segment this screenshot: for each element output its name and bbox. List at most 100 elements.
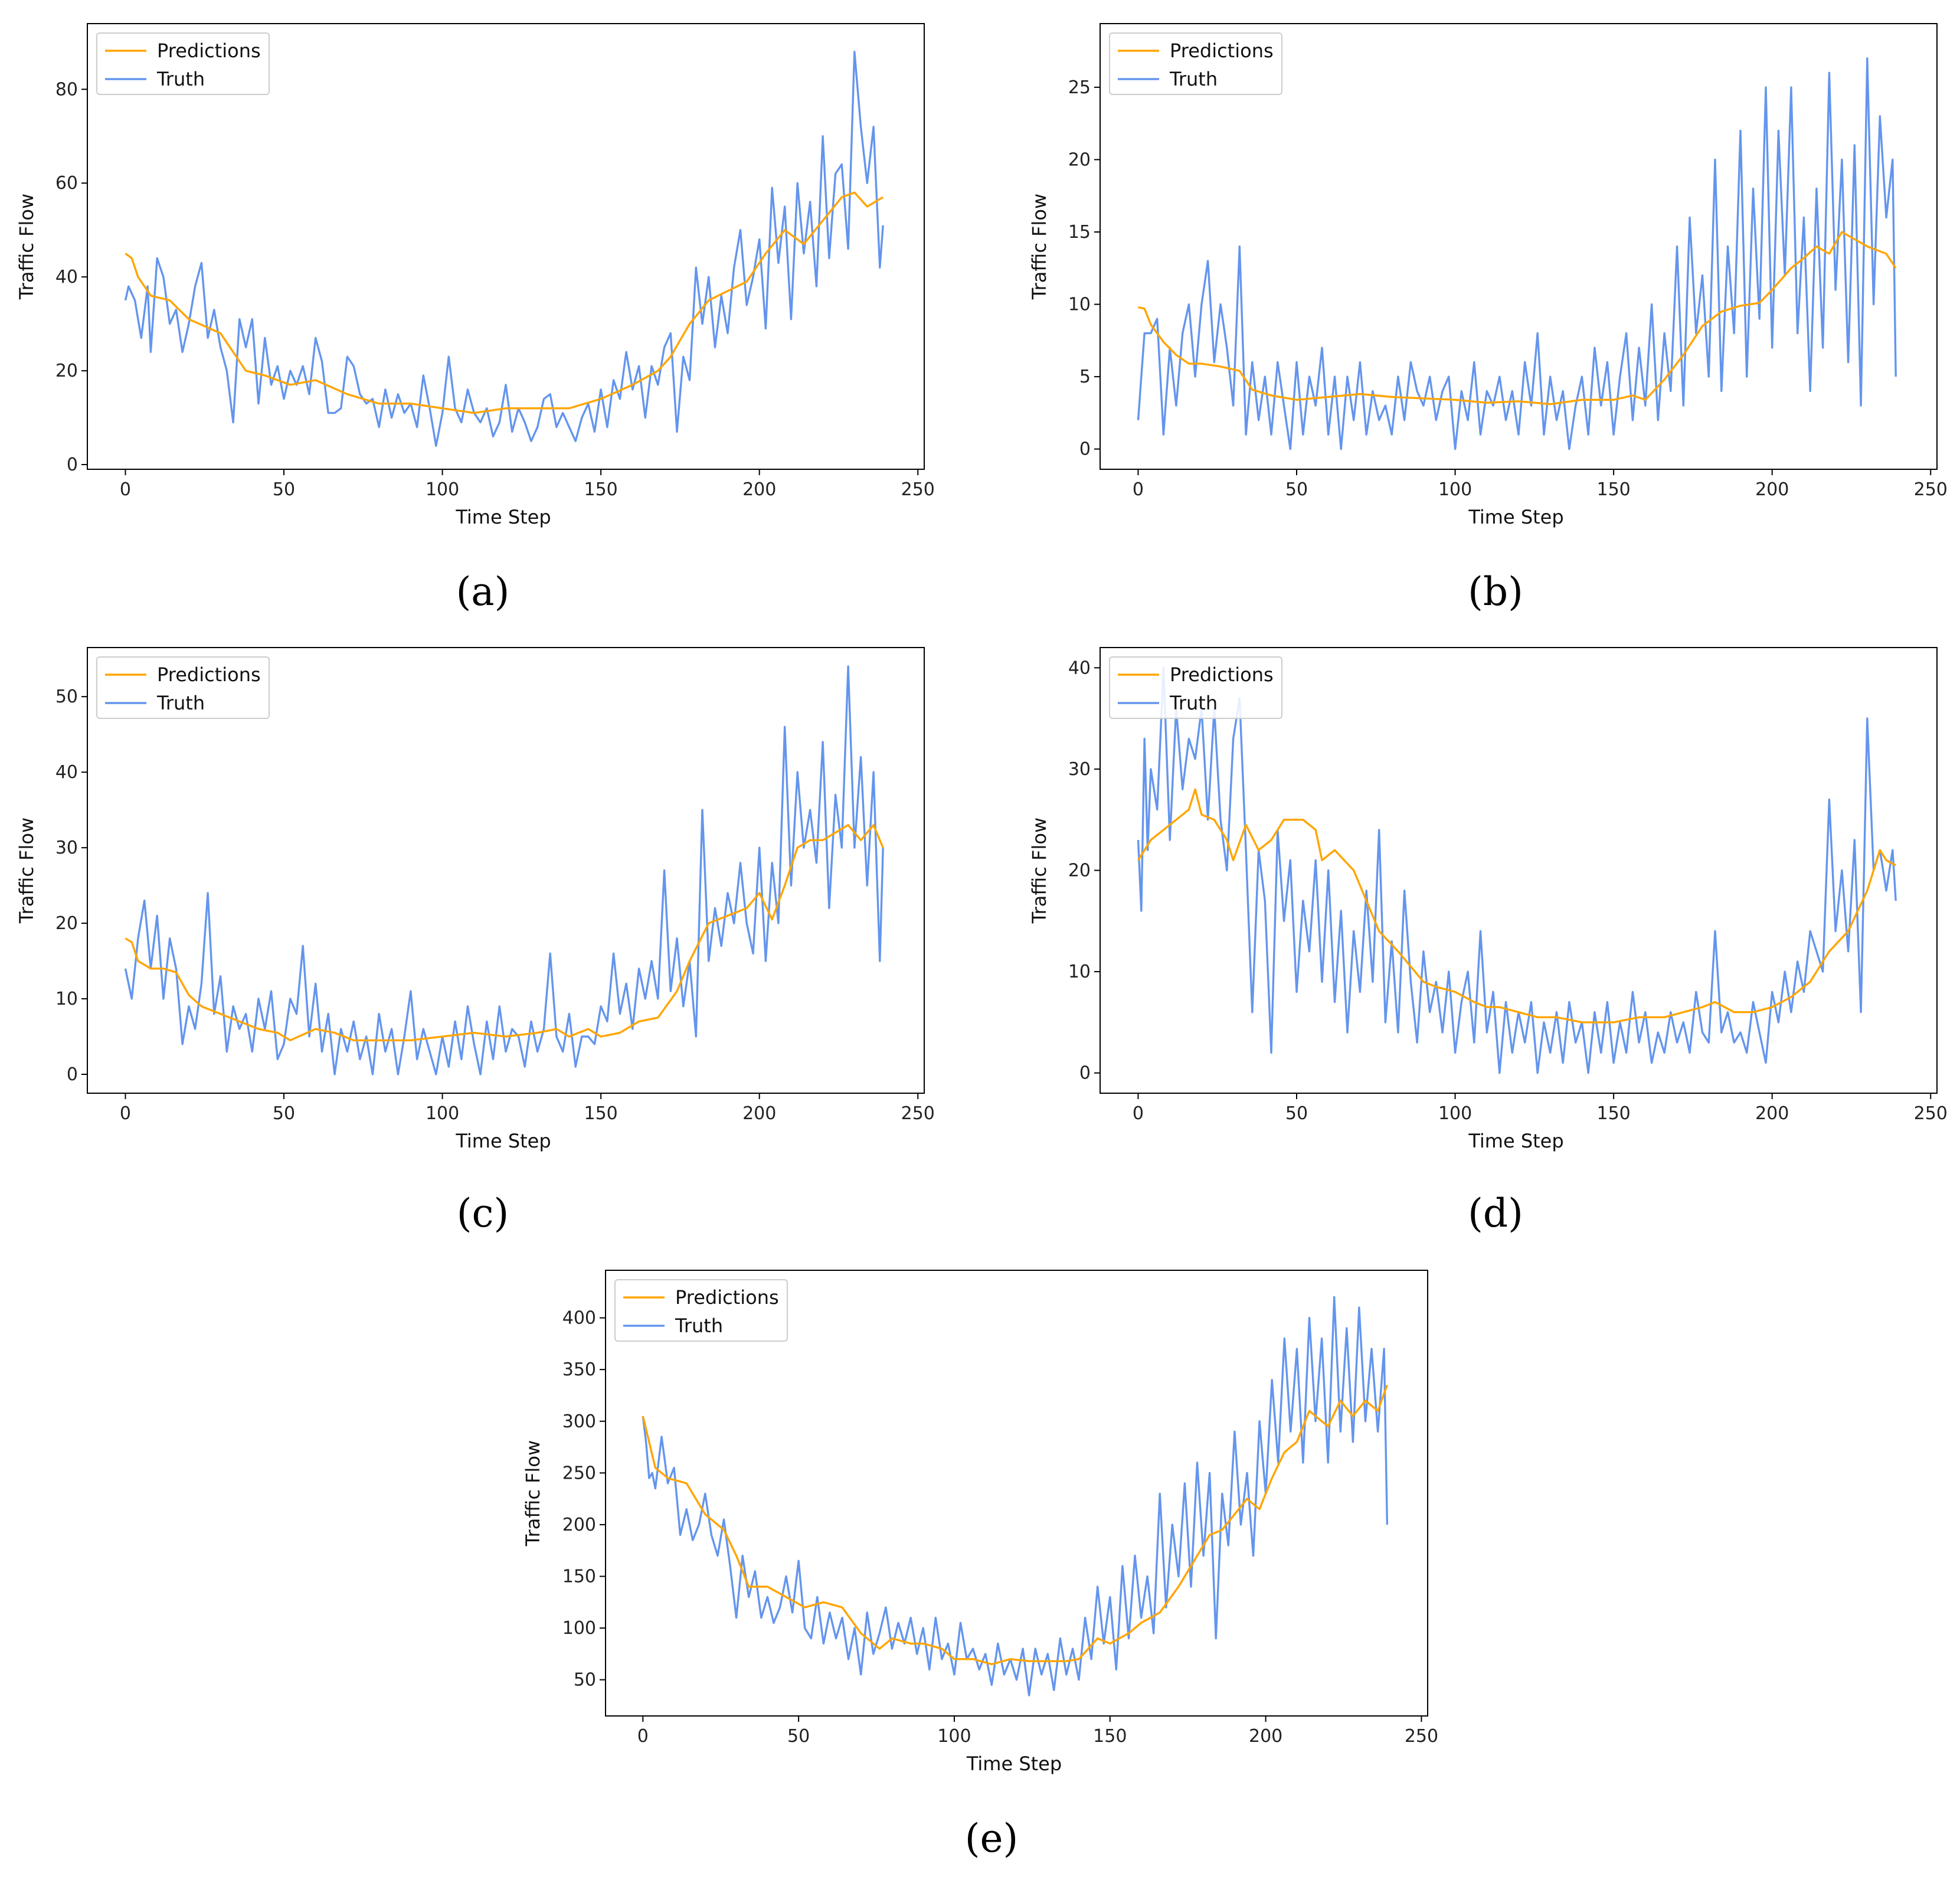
panel-caption: (a)	[456, 569, 510, 614]
x-tick-label: 150	[1597, 479, 1631, 500]
x-axis-label: Time Step	[455, 506, 551, 528]
legend-label-predictions: Predictions	[1170, 40, 1274, 62]
legend: Predictions Truth	[614, 1279, 788, 1342]
legend-label-truth: Truth	[156, 692, 205, 714]
legend: Predictions Truth	[1109, 32, 1282, 95]
x-tick-label: 100	[1438, 1103, 1472, 1124]
y-tick-label: 0	[1079, 1063, 1091, 1084]
panel-caption: (d)	[1468, 1191, 1523, 1236]
series-line-truth	[124, 665, 884, 1075]
x-axis-label: Time Step	[966, 1753, 1062, 1775]
legend-label-truth: Truth	[1169, 68, 1218, 90]
y-tick-label: 250	[562, 1463, 596, 1483]
series-line-predictions	[642, 1384, 1388, 1666]
panel-caption: (e)	[965, 1816, 1019, 1861]
x-axis-label: Time Step	[1468, 1130, 1563, 1152]
y-tick-label: 25	[1068, 77, 1091, 98]
x-tick-label: 0	[120, 479, 131, 500]
x-tick-label: 200	[742, 1103, 776, 1124]
y-tick-label: 20	[55, 913, 78, 934]
y-tick-label: 5	[1079, 367, 1091, 387]
y-tick-label: 50	[574, 1670, 596, 1691]
series-line-predictions	[125, 824, 884, 1042]
legend: Predictions Truth	[96, 656, 270, 719]
y-tick-label: 30	[1068, 759, 1091, 780]
y-tick-label: 10	[1068, 962, 1091, 982]
chart-panel-e: 0 50 100 150 200 250 50 100 150 200 250 300 350 400 Ti…	[522, 1270, 1438, 1861]
x-tick-label: 0	[637, 1726, 649, 1747]
chart-panel-a: 0 50 100 150 200 250 0 20 40 60 80 Time Step Traffic…	[15, 23, 935, 614]
legend-label-truth: Truth	[156, 68, 205, 90]
y-axis-label: Traffic Flow	[15, 818, 38, 924]
y-tick-label: 80	[55, 79, 78, 100]
x-tick-label: 250	[901, 479, 935, 500]
x-tick-label: 200	[1755, 1103, 1789, 1124]
y-tick-label: 400	[562, 1308, 596, 1329]
y-tick-label: 300	[562, 1411, 596, 1432]
legend: Predictions Truth	[1109, 656, 1282, 719]
x-axis-label: Time Step	[455, 1130, 551, 1152]
y-axis-label: Traffic Flow	[15, 194, 38, 300]
y-axis-label: Traffic Flow	[1028, 194, 1051, 300]
x-tick-label: 250	[1914, 479, 1948, 500]
y-tick-label: 40	[55, 267, 78, 287]
legend-label-truth: Truth	[1169, 692, 1218, 714]
chart-panel-d: 0 50 100 150 200 250 0 10 20 30 40 Time Step Traffic…	[1028, 647, 1948, 1236]
series-line-truth	[1137, 57, 1897, 450]
series-line-truth	[642, 1296, 1389, 1696]
chart-panel-c: 0 50 100 150 200 250 0 10 20 30 40 50 Time Step Traff…	[15, 647, 935, 1236]
plot-frame	[87, 647, 925, 1094]
x-tick-label: 0	[1133, 1103, 1144, 1124]
legend-label-predictions: Predictions	[157, 663, 261, 686]
x-tick-label: 0	[1133, 479, 1144, 500]
x-tick-label: 100	[1438, 479, 1472, 500]
x-tick-label: 150	[1597, 1103, 1631, 1124]
legend-label-predictions: Predictions	[1170, 663, 1274, 686]
x-tick-label: 150	[584, 1103, 618, 1124]
y-tick-label: 0	[67, 1064, 78, 1085]
plot-frame	[1100, 23, 1938, 470]
y-tick-label: 10	[55, 989, 78, 1009]
y-tick-label: 60	[55, 173, 78, 194]
plot-frame	[87, 23, 925, 470]
y-tick-label: 40	[1068, 658, 1091, 678]
x-tick-label: 50	[273, 1103, 295, 1124]
x-tick-label: 100	[426, 479, 459, 500]
legend-label-predictions: Predictions	[157, 40, 261, 62]
x-tick-label: 50	[1285, 479, 1308, 500]
plot-frame	[605, 1270, 1428, 1717]
x-tick-label: 200	[742, 479, 776, 500]
series-line-predictions	[1137, 788, 1896, 1024]
legend: Predictions Truth	[96, 32, 270, 95]
series-line-predictions	[1138, 231, 1897, 406]
y-tick-label: 150	[562, 1567, 596, 1587]
x-tick-label: 250	[1914, 1103, 1948, 1124]
panel-caption: (b)	[1468, 569, 1523, 614]
x-axis-label: Time Step	[1468, 506, 1563, 528]
series-line-truth	[124, 51, 884, 447]
y-tick-label: 0	[1079, 439, 1091, 460]
y-tick-label: 30	[55, 838, 78, 858]
x-tick-label: 150	[1093, 1726, 1127, 1747]
x-tick-label: 50	[1285, 1103, 1308, 1124]
x-tick-label: 0	[120, 1103, 131, 1124]
y-tick-label: 350	[562, 1359, 596, 1380]
y-tick-label: 10	[1068, 295, 1091, 315]
y-tick-label: 15	[1068, 222, 1091, 243]
y-tick-label: 200	[562, 1515, 596, 1535]
y-tick-label: 100	[562, 1618, 596, 1639]
y-axis-label: Traffic Flow	[1028, 818, 1051, 924]
x-tick-label: 50	[273, 479, 295, 500]
x-tick-label: 100	[426, 1103, 459, 1124]
legend-label-predictions: Predictions	[675, 1286, 779, 1309]
chart-panel-b: 0 50 100 150 200 250 0 5 10 15 20 25 Time Step Traffi…	[1028, 23, 1948, 614]
x-tick-label: 50	[787, 1726, 810, 1747]
x-tick-label: 200	[1755, 479, 1789, 500]
series-line-predictions	[125, 191, 884, 414]
y-tick-label: 20	[55, 361, 78, 381]
y-tick-label: 50	[55, 686, 78, 707]
panel-caption: (c)	[457, 1191, 509, 1236]
y-tick-label: 20	[1068, 861, 1091, 881]
y-tick-label: 0	[67, 455, 78, 475]
